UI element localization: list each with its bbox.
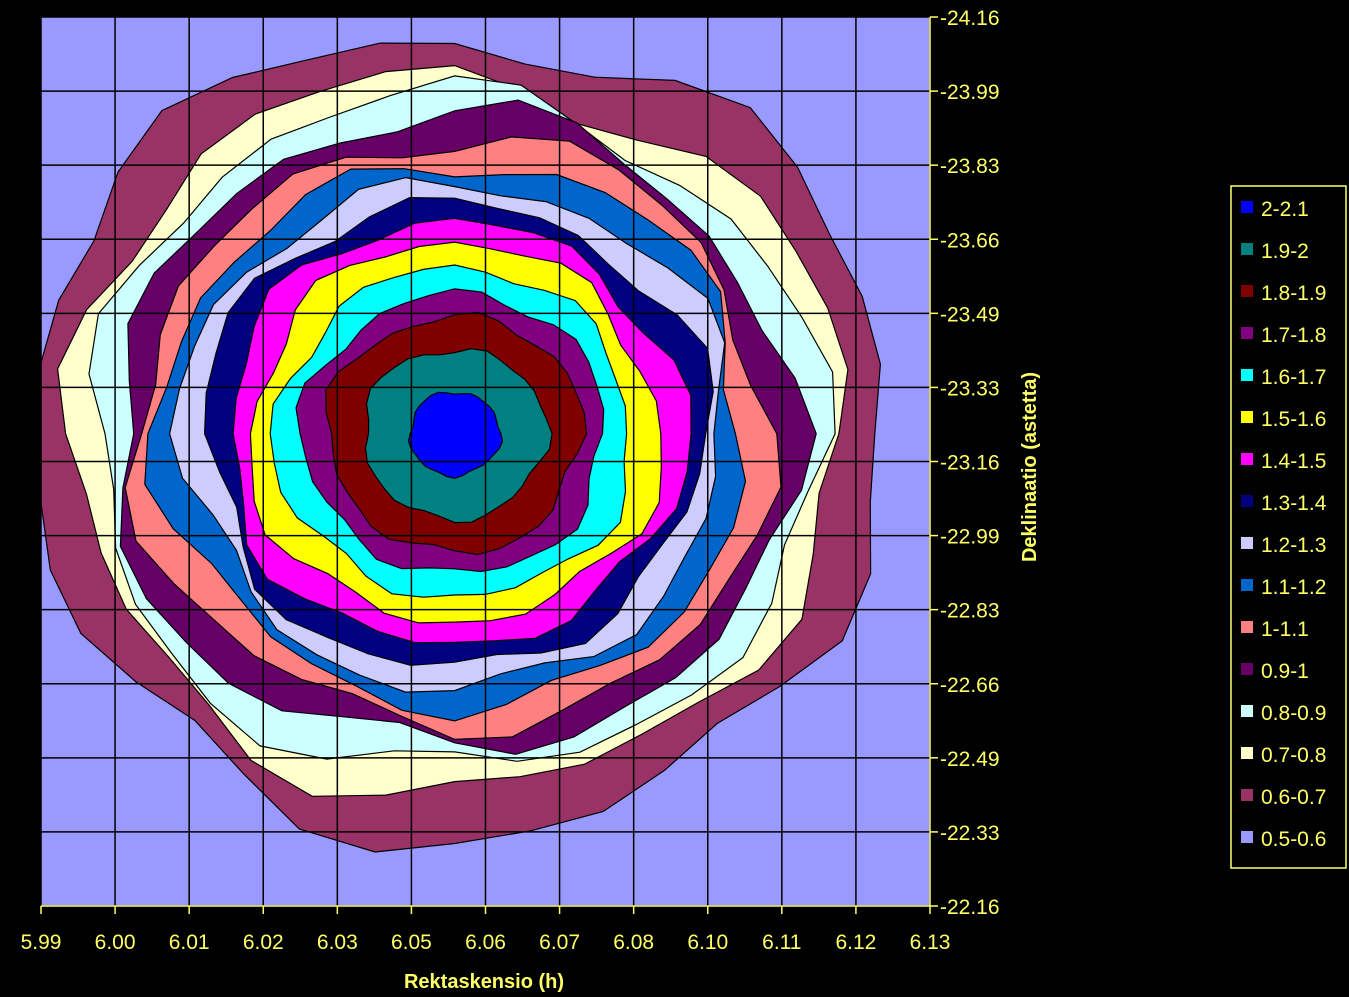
legend-swatch [1241, 285, 1253, 297]
legend-swatch [1241, 453, 1253, 465]
x-axis: 5.99 6.00 6.01 6.02 6.03 6.05 6.06 6.07 6.08 6.10… [21, 905, 951, 954]
legend-swatch [1241, 579, 1253, 591]
legend-label: 1-1.1 [1261, 618, 1309, 641]
legend-label: 0.7-0.8 [1261, 744, 1326, 767]
x-tick-label: 6.10 [687, 931, 728, 954]
y-tick-label: -22.33 [940, 822, 1000, 845]
x-axis-title: Rektaskensio (h) [404, 971, 564, 993]
legend-label: 1.6-1.7 [1261, 366, 1326, 389]
x-tick-label: 6.06 [465, 931, 506, 954]
y-tick-label: -23.66 [940, 229, 1000, 252]
x-tick-label: 6.00 [95, 931, 136, 954]
legend-swatch [1241, 663, 1253, 675]
legend: 2-2.1 1.9-2 1.8-1.9 1.7-1.8 1.6-1.7 1.5-1.6 1.… [1230, 185, 1347, 869]
legend-swatch [1241, 831, 1253, 843]
legend-swatch [1241, 747, 1253, 759]
y-tick-label: -22.99 [940, 526, 1000, 549]
legend-label: 1.8-1.9 [1261, 282, 1326, 305]
y-tick-label: -23.33 [940, 377, 1000, 400]
x-tick-label: 6.05 [391, 931, 432, 954]
legend-swatch [1241, 537, 1253, 549]
legend-swatch [1241, 621, 1253, 633]
legend-label: 1.3-1.4 [1261, 492, 1327, 515]
y-tick-label: -23.16 [940, 452, 1000, 475]
legend-swatch [1241, 495, 1253, 507]
legend-label: 0.8-0.9 [1261, 702, 1326, 725]
legend-swatch [1241, 327, 1253, 339]
x-tick-label: 6.03 [317, 931, 358, 954]
contour-band-2-2.1 [407, 391, 504, 479]
y-tick-label: -24.16 [940, 7, 1000, 30]
legend-label: 1.7-1.8 [1261, 324, 1326, 347]
legend-swatch [1241, 411, 1253, 423]
legend-label: 0.6-0.7 [1261, 786, 1326, 809]
y-axis: -24.16 -23.99 -23.83 -23.66 -23.49 -23.33 -23.… [929, 7, 1000, 919]
y-tick-label: -23.99 [940, 81, 1000, 104]
x-tick-label: 5.99 [21, 931, 62, 954]
legend-swatch [1241, 369, 1253, 381]
legend-label: 1.4-1.5 [1261, 450, 1326, 473]
legend-swatch [1241, 789, 1253, 801]
legend-swatch [1241, 243, 1253, 255]
y-tick-label: -23.83 [940, 155, 1000, 178]
legend-swatch [1241, 705, 1253, 717]
x-tick-label: 6.02 [243, 931, 284, 954]
legend-label: 2-2.1 [1261, 198, 1309, 221]
x-tick-label: 6.01 [169, 931, 210, 954]
x-tick-label: 6.12 [835, 931, 876, 954]
legend-label: 0.9-1 [1261, 660, 1309, 683]
legend-label: 1.2-1.3 [1261, 534, 1326, 557]
legend-label: 1.9-2 [1261, 240, 1309, 263]
x-tick-label: 6.07 [539, 931, 580, 954]
y-tick-label: -22.16 [940, 896, 1000, 919]
legend-label: 1.5-1.6 [1261, 408, 1326, 431]
y-tick-label: -22.49 [940, 748, 1000, 771]
x-tick-label: 6.08 [613, 931, 654, 954]
y-axis-title: Deklinaatio (astetta) [1019, 372, 1041, 562]
y-tick-label: -22.66 [940, 674, 1000, 697]
x-tick-label: 6.13 [910, 931, 951, 954]
y-tick-label: -22.83 [940, 600, 1000, 623]
legend-label: 0.5-0.6 [1261, 828, 1326, 851]
x-tick-label: 6.11 [762, 931, 801, 954]
legend-swatch [1241, 201, 1253, 213]
y-tick-label: -23.49 [940, 303, 1000, 326]
legend-label: 1.1-1.2 [1261, 576, 1326, 599]
